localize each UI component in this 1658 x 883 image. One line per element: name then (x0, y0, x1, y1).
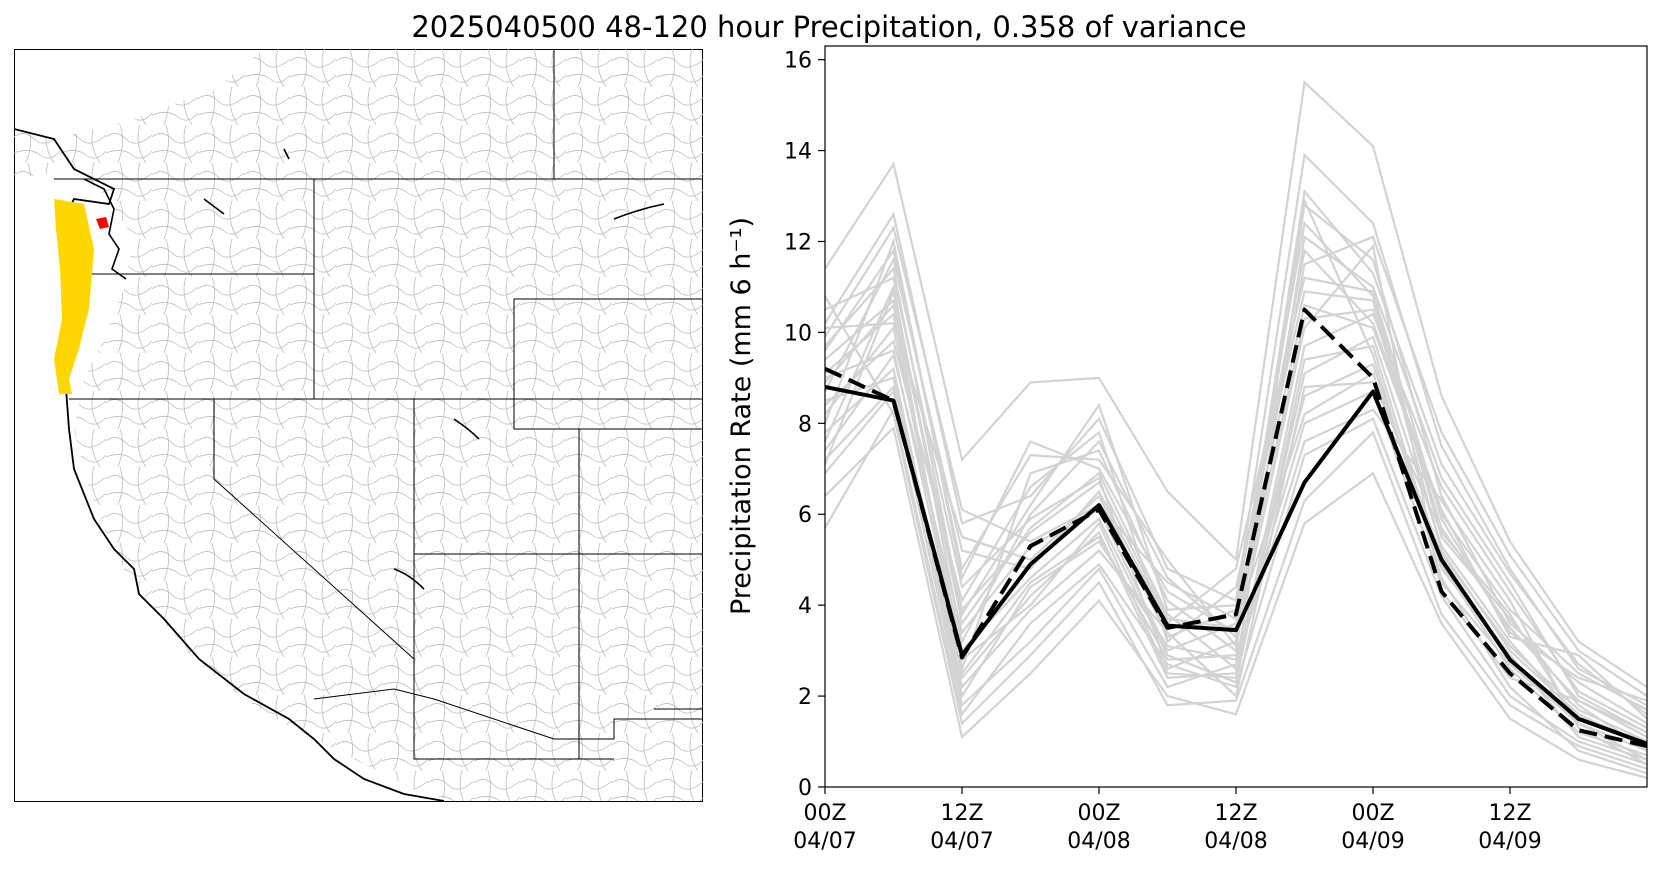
ensemble-member-line-20 (824, 406, 1648, 766)
ensemble-lines (823, 80, 1648, 779)
ensemble-member-line-13 (824, 295, 1648, 770)
ensemble-member-line-1 (824, 80, 1648, 688)
ensemble-member-line-8 (824, 366, 1648, 752)
y-axis-label: Precipitation Rate (mm 6 h⁻¹) (726, 217, 757, 615)
ensemble-member-line-10 (824, 389, 1648, 766)
ensemble-member-line-19 (824, 362, 1648, 757)
x-tick-label-time-2: 00Z (1077, 801, 1120, 826)
x-tick-label-time-0: 00Z (803, 801, 846, 826)
y-tick-label-14: 14 (784, 140, 812, 165)
y-tick-label-4: 4 (798, 594, 812, 619)
line-chart: 0 2 4 6 8 10 12 14 16 00Z 04/07 12Z 04/07 00Z 04/08 12… (726, 45, 1648, 854)
ensemble-member-line-12 (824, 256, 1648, 702)
y-tick-label-8: 8 (798, 412, 812, 437)
coastline (14, 128, 445, 802)
y-tick-label-10: 10 (784, 321, 812, 346)
map-panel (14, 49, 703, 802)
x-tick-label-time-4: 00Z (1351, 801, 1394, 826)
lakes (203, 148, 665, 590)
x-tick-label-date-0: 04/07 (793, 829, 856, 854)
puget-sound (83, 178, 127, 280)
y-axis-ticks: 0 2 4 6 8 10 12 14 16 (784, 49, 825, 801)
ensemble-member-line-6 (824, 225, 1648, 720)
state-boundaries (54, 49, 703, 760)
highlight-primary (54, 199, 94, 394)
x-tick-label-time-3: 12Z (1214, 801, 1257, 826)
ensemble-member-line-5 (824, 290, 1648, 748)
y-tick-label-12: 12 (784, 230, 812, 255)
highlight-secondary (96, 217, 109, 229)
series-line-dashed (824, 307, 1648, 749)
x-tick-label-time-5: 12Z (1488, 801, 1531, 826)
series-lines (824, 307, 1648, 749)
x-tick-label-date-2: 04/08 (1067, 829, 1130, 854)
x-tick-label-date-4: 04/09 (1341, 829, 1404, 854)
y-tick-label-6: 6 (798, 503, 812, 528)
ensemble-member-line-25 (824, 384, 1648, 761)
y-tick-label-16: 16 (784, 49, 812, 74)
ensemble-member-line-9 (824, 243, 1648, 738)
ensemble-member-line-23 (824, 335, 1648, 748)
y-tick-label-0: 0 (798, 776, 812, 801)
x-axis-ticks: 00Z 04/07 12Z 04/07 00Z 04/08 12Z 04/08 00Z 04/09… (793, 787, 1542, 854)
land-area (14, 49, 703, 801)
x-tick-label-date-5: 04/09 (1478, 829, 1541, 854)
x-tick-label-date-3: 04/08 (1204, 829, 1267, 854)
ensemble-member-line-22 (823, 235, 1648, 697)
x-tick-label-date-1: 04/07 (930, 829, 993, 854)
y-tick-label-2: 2 (798, 685, 812, 710)
figure-title: 2025040500 48-120 hour Precipitation, 0.… (411, 10, 1247, 44)
x-tick-label-time-1: 12Z (940, 801, 983, 826)
ensemble-member-line-17 (824, 425, 1648, 779)
